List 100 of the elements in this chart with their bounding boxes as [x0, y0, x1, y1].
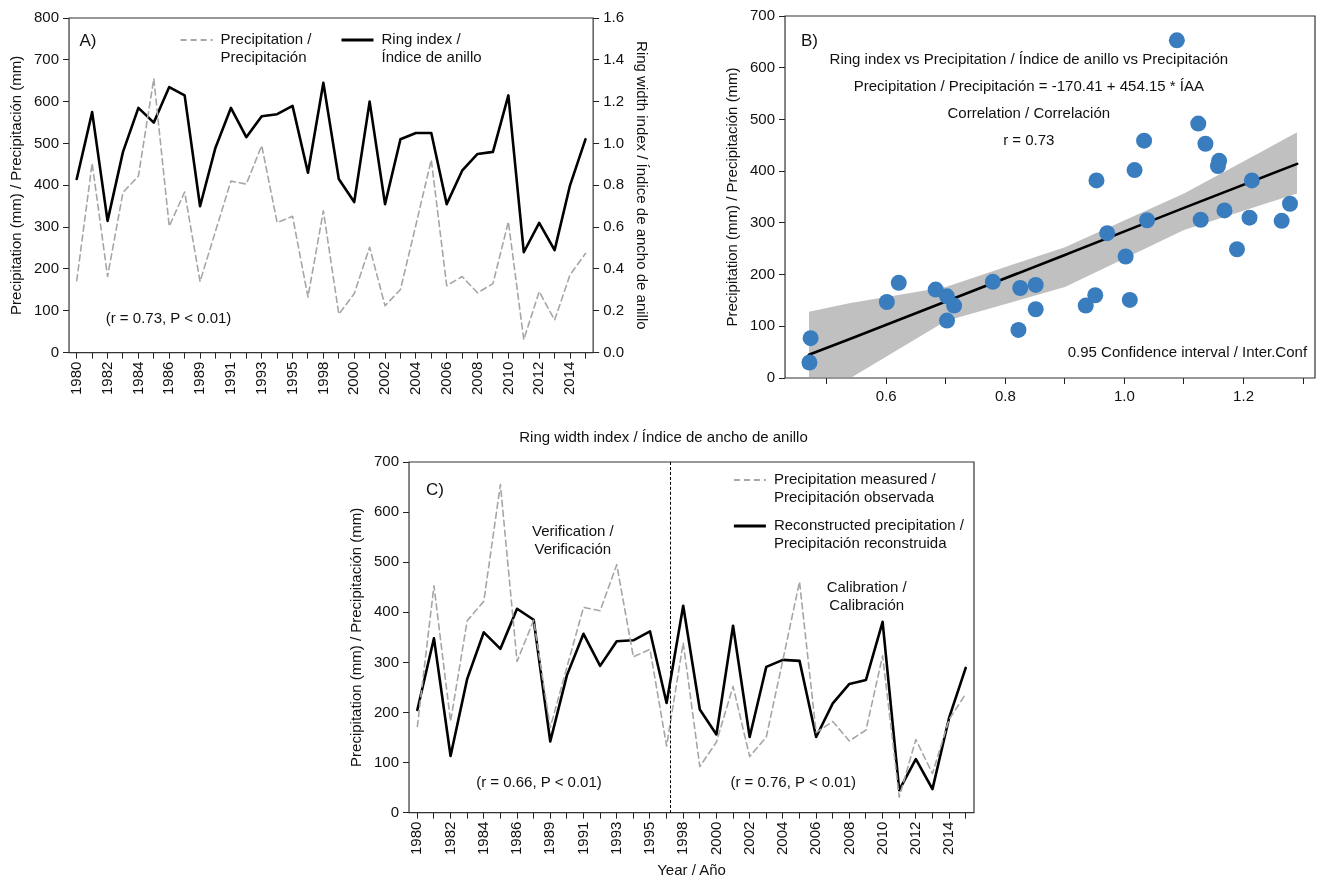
- x-tick-label: 1995: [640, 821, 658, 856]
- x-tick-label: 2008: [839, 821, 857, 856]
- y2-tick-label: 0.4: [603, 259, 625, 277]
- point: [878, 293, 895, 310]
- point: [890, 274, 907, 291]
- y-tick-label: 400: [750, 161, 776, 179]
- x-tick-label: 1998: [313, 361, 331, 396]
- y-tick-label: 500: [750, 109, 776, 127]
- x-tick-label: 1989: [190, 361, 208, 396]
- x-axis-title: Ring width index / Índice de ancho de anillo: [518, 428, 809, 445]
- legend-label: Precipitation / Precipitación: [220, 30, 313, 66]
- point: [1192, 211, 1209, 228]
- point: [1121, 291, 1138, 308]
- point: [801, 354, 818, 371]
- y-tick-label: 600: [750, 57, 776, 75]
- annotation: C): [425, 479, 444, 499]
- point: [1228, 241, 1245, 258]
- y-tick-label: 700: [34, 49, 60, 67]
- y-tick-label: 100: [34, 300, 60, 318]
- x-tick-label: 2014: [939, 821, 957, 856]
- point: [1273, 212, 1290, 229]
- point: [1281, 195, 1298, 212]
- legend-label: Reconstructed precipitation / Precipitación reconstruida: [773, 516, 965, 552]
- x-tick-label: 1991: [573, 821, 591, 856]
- x-tick-label: 1984: [128, 361, 146, 396]
- x-tick-label: 2002: [375, 361, 393, 396]
- annotation: (r = 0.66, P < 0.01): [476, 772, 602, 790]
- y2-tick-label: 0.8: [603, 175, 625, 193]
- y-axis-title: Precipitation (mm) / Precipitación (mm): [347, 507, 365, 767]
- x-tick-label: 1993: [606, 821, 624, 856]
- y-tick-label: 200: [34, 259, 60, 277]
- x-tick-label: 2010: [872, 821, 890, 856]
- y-tick-label: 300: [34, 217, 60, 235]
- x-tick-label: 1984: [473, 821, 491, 856]
- x-tick-label: 2012: [905, 821, 923, 856]
- point: [802, 330, 819, 347]
- y-tick-label: 100: [750, 316, 776, 334]
- y2-tick-label: 1.2: [603, 91, 625, 109]
- point: [1190, 115, 1207, 132]
- x-tick-label: 2000: [344, 361, 362, 396]
- x-tick-label: 2008: [467, 361, 485, 396]
- y-tick-label: 500: [34, 133, 60, 151]
- y-tick-label: 400: [34, 175, 60, 193]
- annotation: (r = 0.76, P < 0.01): [730, 772, 857, 790]
- y-tick-label: 0: [50, 342, 60, 360]
- point: [1010, 321, 1027, 338]
- x-tick-label: 2006: [806, 821, 824, 856]
- y-tick-label: 0: [766, 368, 776, 386]
- legend-label: Ring index / Índice de anillo: [381, 30, 482, 66]
- y-axis-title: Precipitation (mm) / Precipitación (mm): [723, 67, 741, 327]
- x-tick-label: 1986: [159, 361, 177, 396]
- x-tick-label: 2002: [739, 821, 757, 856]
- y-tick-label: 700: [374, 452, 400, 470]
- point: [984, 273, 1001, 290]
- point: [1168, 32, 1185, 49]
- point: [1012, 280, 1029, 297]
- point: [1077, 297, 1094, 314]
- x-tick-label: 2010: [498, 361, 516, 396]
- y2-tick-label: 1.6: [603, 8, 625, 26]
- y-tick-label: 700: [750, 6, 776, 24]
- annotation: Calibration / Calibración: [826, 578, 908, 614]
- y2-tick-label: 0.0: [603, 342, 625, 360]
- point: [1136, 132, 1153, 149]
- x-tick-label: 2006: [436, 361, 454, 396]
- y-tick-label: 800: [34, 8, 60, 26]
- annotation: Correlation / Correlación: [947, 103, 1111, 121]
- x-tick-label: 1982: [97, 361, 115, 396]
- x-tick-label: 2014: [560, 361, 578, 396]
- x-tick-label: 1991: [221, 361, 239, 396]
- point: [1027, 276, 1044, 293]
- y2-axis-title: Ring width index / Índice de ancho de anillo: [633, 41, 651, 330]
- y-tick-label: 200: [374, 702, 400, 720]
- point: [1241, 209, 1258, 226]
- y-tick-label: 300: [374, 652, 400, 670]
- x-tick-label: 1995: [282, 361, 300, 396]
- y2-tick-label: 0.2: [603, 300, 625, 318]
- point: [1027, 301, 1044, 318]
- y-tick-label: 500: [374, 552, 400, 570]
- x-tick-label: 1.0: [1114, 387, 1135, 405]
- point: [946, 297, 963, 314]
- x-tick-label: 0.6: [875, 387, 897, 405]
- annotation: r = 0.73: [1003, 131, 1055, 149]
- y-tick-label: 300: [750, 213, 776, 230]
- point: [1088, 172, 1105, 189]
- point: [939, 312, 955, 329]
- legend-label: Precipitation measured / Precipitación observada: [773, 470, 937, 506]
- y2-tick-label: 0.6: [603, 217, 625, 235]
- annotation: 0.95 Confidence interval / Inter.Conf: [1067, 342, 1308, 360]
- point: [1243, 172, 1260, 189]
- x-tick-label: 2012: [529, 361, 547, 396]
- point: [1126, 162, 1143, 179]
- point: [1117, 248, 1134, 265]
- line-series: [75, 77, 587, 341]
- y-tick-label: 600: [34, 91, 60, 109]
- annotation: (r = 0.73, P < 0.01): [105, 309, 232, 327]
- x-tick-label: 1.2: [1233, 387, 1254, 405]
- y-tick-label: 200: [750, 264, 776, 282]
- annotation: Verification / Verificación: [532, 522, 615, 558]
- y2-tick-label: 1.0: [603, 133, 625, 151]
- point: [1087, 287, 1104, 304]
